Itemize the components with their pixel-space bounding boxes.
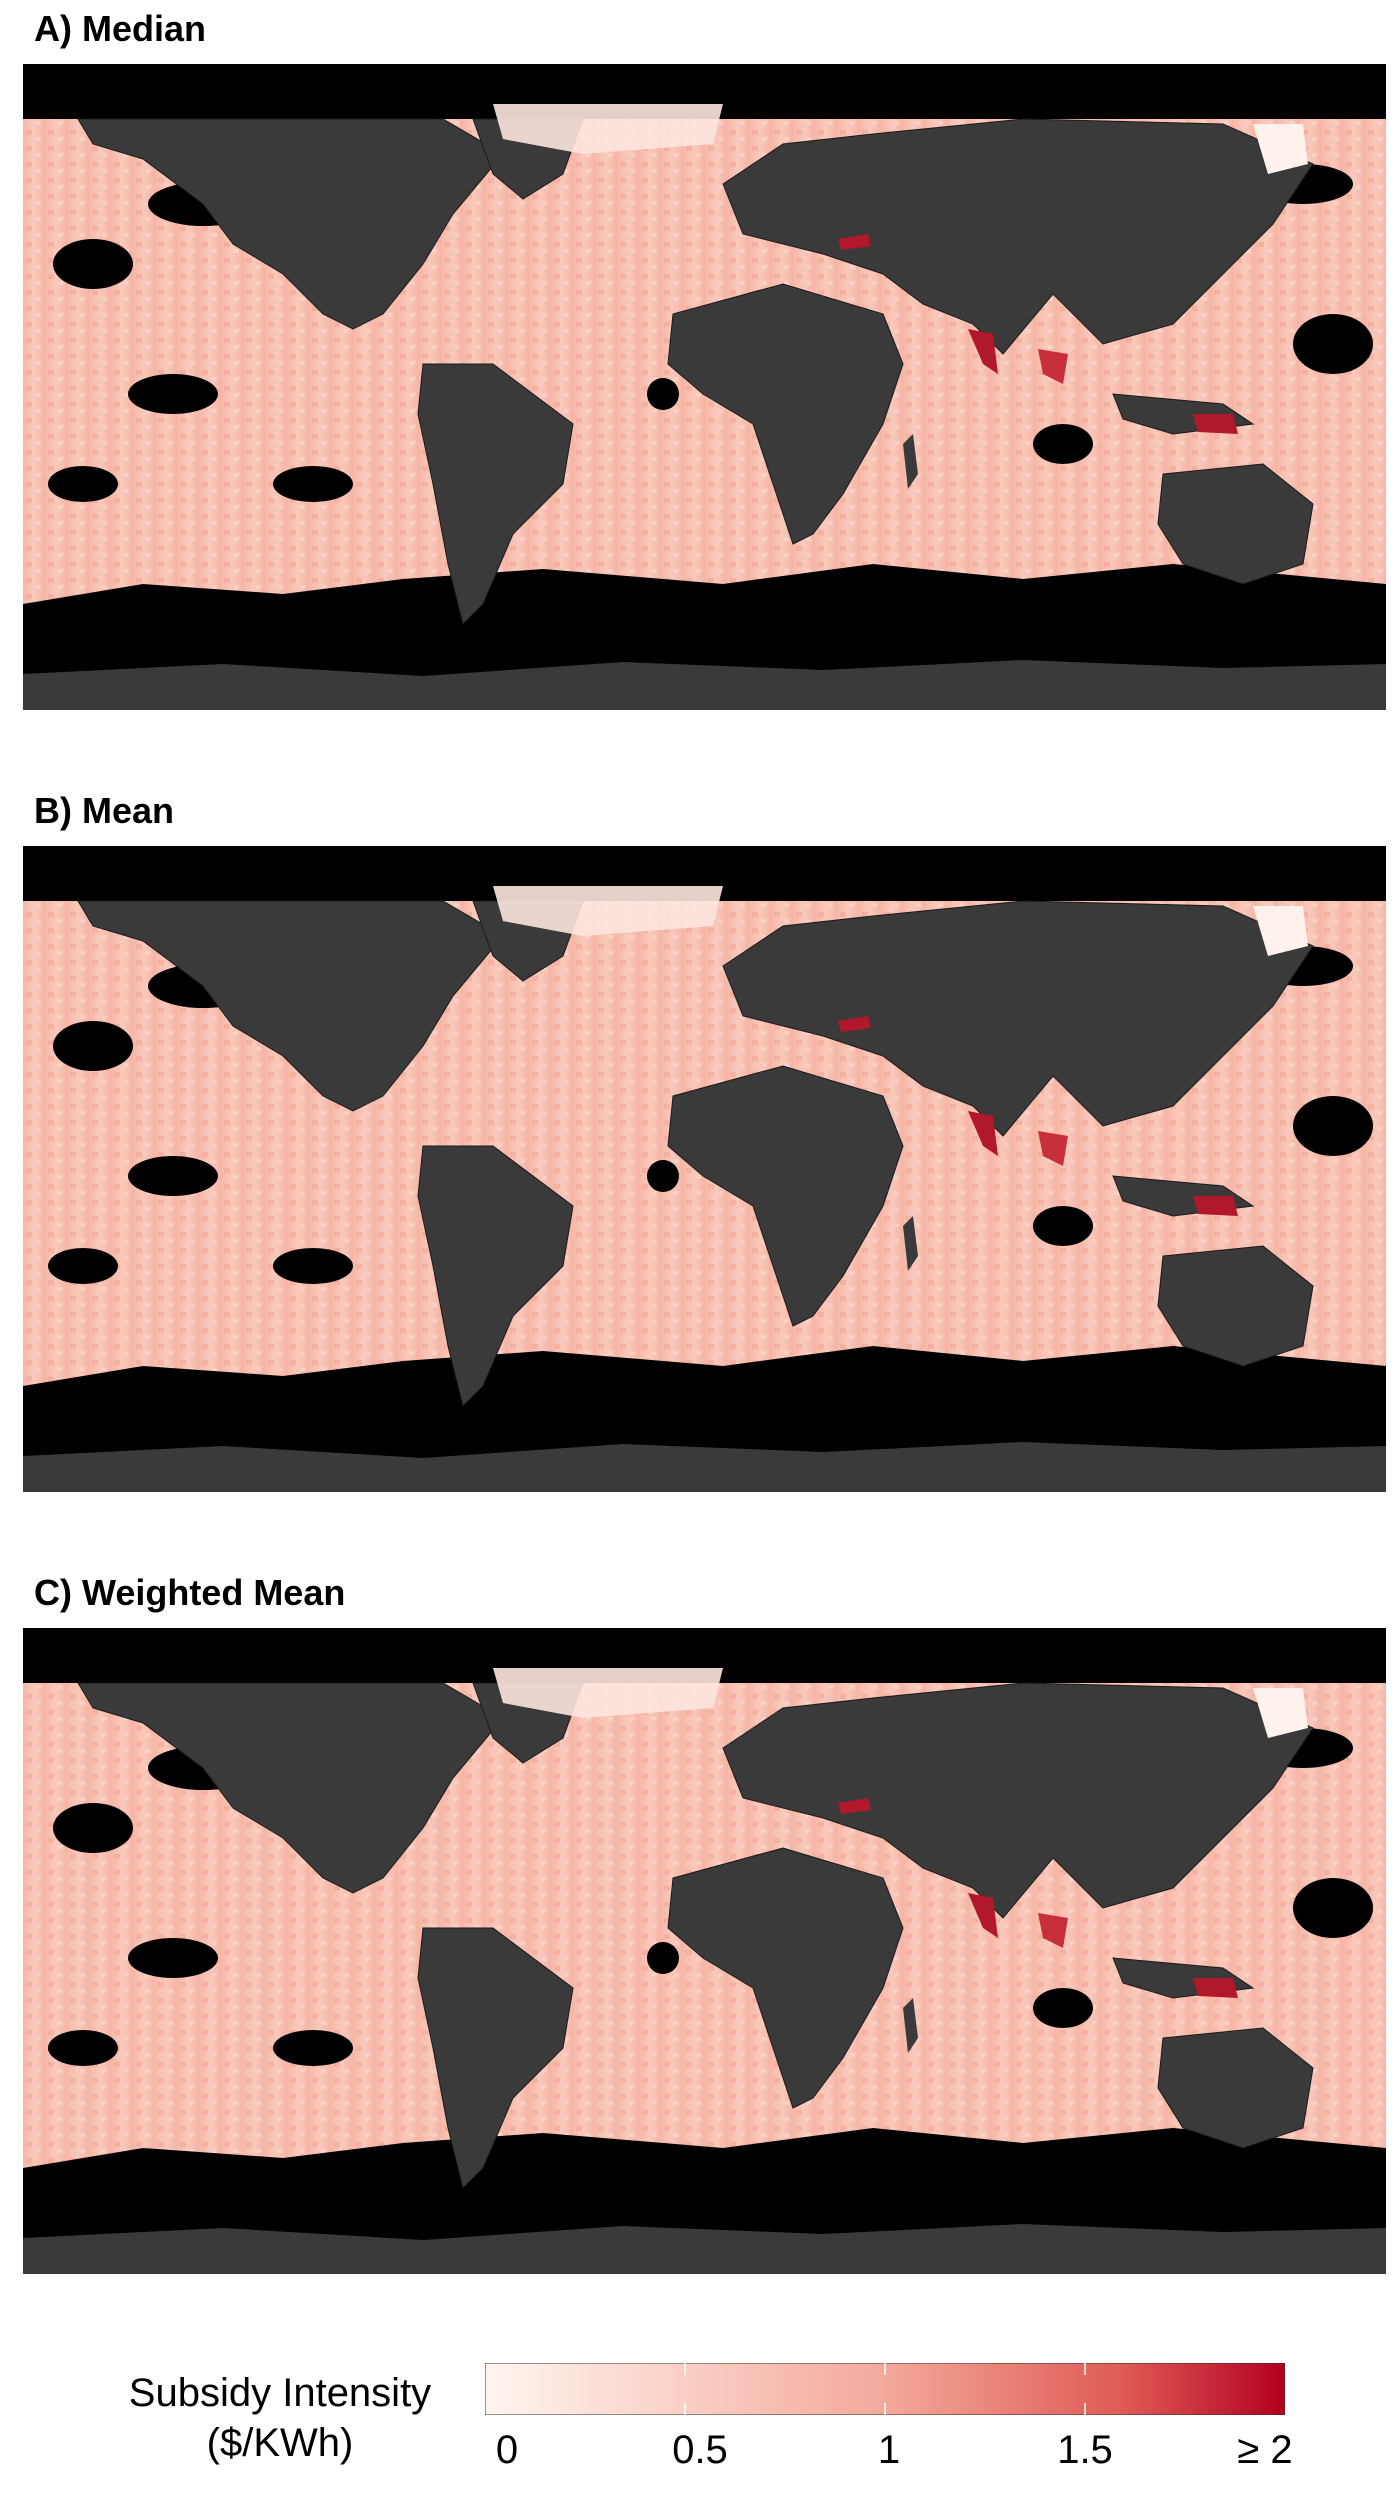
map-median	[23, 64, 1386, 710]
legend-title-line2: ($/KWh)	[206, 2421, 354, 2465]
map-weighted-mean	[23, 1628, 1386, 2274]
color-legend-bar	[485, 2363, 1285, 2415]
legend-tick-2: ≥ 2	[1237, 2428, 1293, 2472]
panel-title-a: A) Median	[34, 8, 207, 49]
panel-title-b: B) Mean	[34, 790, 175, 831]
legend-title: Subsidy Intensity ($/KWh)	[80, 2368, 480, 2468]
panel-title-c: C) Weighted Mean	[34, 1572, 346, 1613]
legend-title-line1: Subsidy Intensity	[128, 2371, 432, 2415]
legend-tick-0-5: 0.5	[672, 2428, 728, 2472]
legend-tick-1: 1	[877, 2428, 901, 2472]
legend-tick-0: 0	[495, 2428, 519, 2472]
legend-tick-1-5: 1.5	[1057, 2428, 1113, 2472]
map-mean	[23, 846, 1386, 1492]
